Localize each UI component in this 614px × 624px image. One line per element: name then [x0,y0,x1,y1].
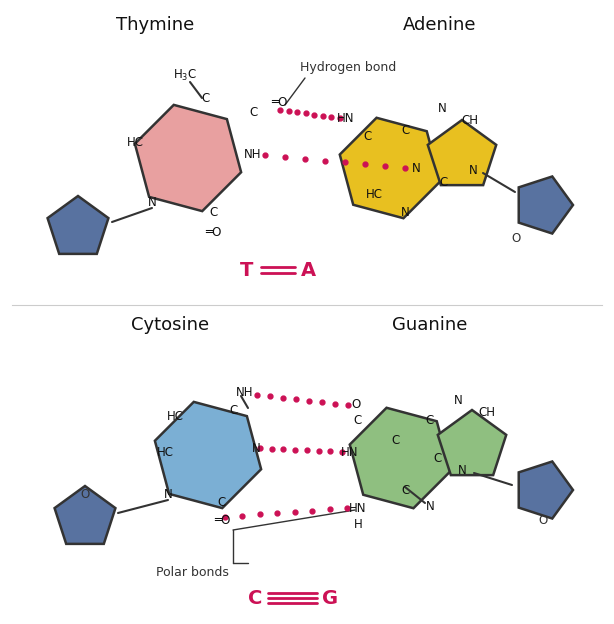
Polygon shape [135,105,241,211]
Text: C: C [440,177,448,190]
Text: N: N [147,195,157,208]
Text: Polar bonds: Polar bonds [155,565,228,578]
Text: N: N [457,464,467,477]
Polygon shape [350,407,450,508]
Polygon shape [519,177,573,233]
Text: O: O [511,232,521,245]
Text: HN: HN [349,502,367,515]
Text: C: C [364,130,372,144]
Text: C: C [426,414,434,426]
Text: N: N [426,500,434,514]
Text: O: O [80,487,90,500]
Text: C: C [218,497,226,510]
Text: N: N [438,102,446,114]
Polygon shape [55,486,115,544]
Text: H$_3$C: H$_3$C [173,67,197,82]
Polygon shape [155,402,261,508]
Text: HC: HC [157,447,174,459]
Polygon shape [428,120,496,185]
Text: HN: HN [337,112,355,125]
Text: N: N [468,163,477,177]
Text: A: A [300,260,316,280]
Text: O: O [351,399,360,411]
Text: N: N [163,489,173,502]
Text: N: N [454,394,462,406]
Text: O: O [538,514,548,527]
Polygon shape [340,118,440,218]
Text: N: N [411,162,421,175]
Text: HC: HC [126,137,144,150]
Text: HC: HC [166,411,184,424]
Text: C: C [401,484,409,497]
Text: C: C [248,588,262,608]
Polygon shape [519,462,573,519]
Text: HN: HN [341,446,359,459]
Text: Adenine: Adenine [403,16,476,34]
Text: ═O: ═O [271,95,287,109]
Text: G: G [322,588,338,608]
Text: Thymine: Thymine [116,16,194,34]
Text: C: C [354,414,362,426]
Text: H: H [354,517,362,530]
Text: C: C [402,124,410,137]
Text: N: N [400,207,410,220]
Text: C: C [229,404,237,416]
Text: ═O: ═O [214,514,230,527]
Text: CH: CH [478,406,495,419]
Text: T: T [240,260,254,280]
Text: Cytosine: Cytosine [131,316,209,334]
Text: C: C [250,107,258,120]
Text: C: C [434,452,442,464]
Text: C: C [209,207,217,220]
Polygon shape [47,196,109,254]
Text: NH: NH [244,149,262,162]
Text: NH: NH [236,386,254,399]
Text: C: C [392,434,400,447]
Polygon shape [438,410,506,475]
Text: ═O: ═O [205,225,221,238]
Text: Guanine: Guanine [392,316,468,334]
Text: HC: HC [365,188,383,202]
Text: N: N [252,442,260,454]
Text: C: C [201,92,209,104]
Text: CH: CH [462,114,478,127]
Text: Hydrogen bond: Hydrogen bond [300,62,396,74]
